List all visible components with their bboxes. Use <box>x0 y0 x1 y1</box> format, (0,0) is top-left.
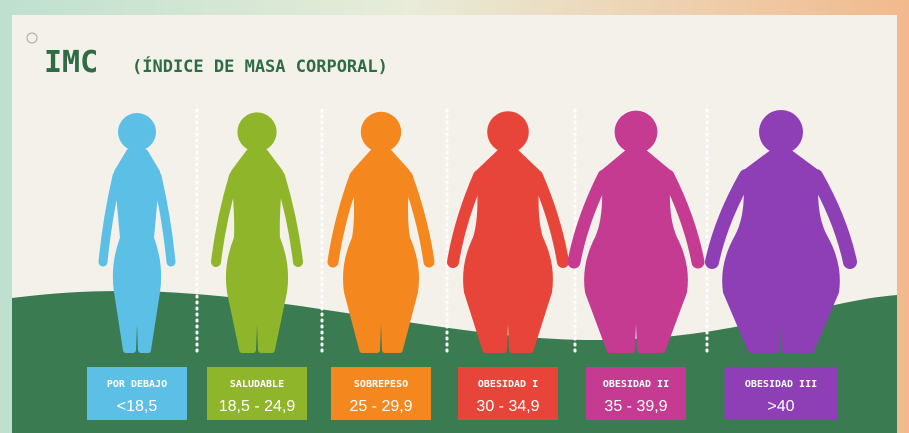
title: IMC <box>44 45 98 80</box>
category-range: >40 <box>767 398 794 415</box>
category-label: OBESIDAD I <box>478 379 538 390</box>
category-label: OBESIDAD III <box>745 379 817 390</box>
category-label: OBESIDAD II <box>603 379 669 390</box>
body <box>116 152 158 350</box>
category-range: 18,5 - 24,9 <box>219 398 296 415</box>
category-label: SOBREPESO <box>354 379 408 390</box>
subtitle: (ÍNDICE DE MASA CORPORAL) <box>132 55 388 77</box>
category-range: 25 - 29,9 <box>349 398 412 415</box>
head <box>487 111 529 153</box>
head <box>361 112 401 152</box>
category-range: <18,5 <box>117 398 158 415</box>
head <box>759 110 803 154</box>
category-range: 30 - 34,9 <box>476 398 539 415</box>
category-range: 35 - 39,9 <box>604 398 667 415</box>
infographic: IMC (ÍNDICE DE MASA CORPORAL) POR DEBAJO… <box>0 0 909 433</box>
category-label: POR DEBAJO <box>107 379 167 390</box>
category-label: SALUDABLE <box>230 379 284 390</box>
head <box>118 113 156 151</box>
head <box>615 111 658 154</box>
head <box>237 112 276 151</box>
